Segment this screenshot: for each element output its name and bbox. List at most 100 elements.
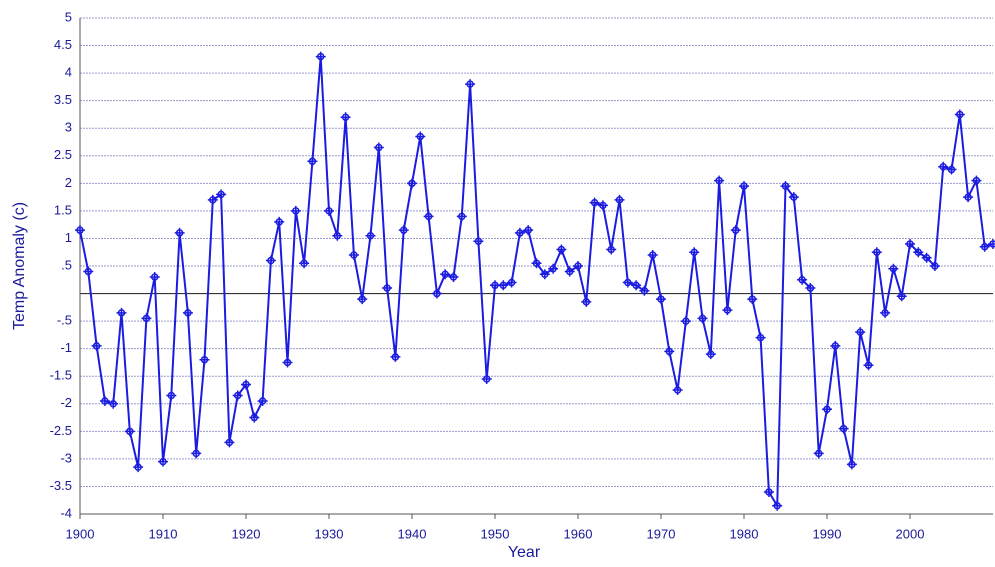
x-tick-label: 1930	[315, 526, 344, 541]
x-axis-label: Year	[508, 544, 541, 561]
data-marker	[324, 205, 334, 216]
data-marker	[365, 230, 376, 241]
data-marker	[473, 236, 484, 247]
data-marker	[946, 164, 957, 175]
data-marker	[423, 211, 434, 222]
y-tick-label: -3.5	[50, 478, 72, 493]
data-marker	[232, 390, 243, 401]
data-marker	[357, 294, 368, 305]
y-tick-label: -3	[60, 450, 72, 465]
data-marker	[241, 379, 251, 390]
x-tick-label: 1970	[647, 526, 676, 541]
data-marker	[838, 423, 849, 434]
data-marker	[440, 269, 451, 280]
data-marker	[697, 313, 708, 324]
data-marker	[448, 272, 459, 283]
data-marker	[863, 360, 874, 371]
data-marker	[714, 175, 725, 186]
data-marker	[979, 241, 990, 252]
data-marker	[755, 332, 766, 343]
data-marker	[896, 291, 907, 302]
y-tick-label: 3.5	[54, 92, 72, 107]
data-marker	[788, 192, 799, 203]
data-marker	[199, 354, 210, 365]
data-marker	[282, 357, 293, 368]
data-marker	[988, 238, 995, 249]
data-line	[79, 56, 994, 510]
data-marker	[722, 305, 733, 316]
data-marker	[855, 327, 866, 338]
data-marker	[141, 313, 152, 324]
data-marker	[664, 346, 675, 357]
data-marker	[971, 175, 982, 186]
y-tick-label: 2	[65, 175, 72, 190]
data-marker	[656, 294, 666, 305]
data-marker	[523, 225, 534, 236]
data-marker	[108, 398, 119, 409]
y-tick-label: 4	[65, 65, 72, 80]
data-marker	[456, 211, 467, 222]
y-tick-label: -2.5	[50, 423, 72, 438]
y-tick-label: -.5	[57, 313, 72, 328]
y-tick-label: .5	[61, 257, 72, 272]
y-tick-label: 2.5	[54, 147, 72, 162]
data-marker	[597, 200, 608, 211]
data-marker	[216, 189, 227, 200]
data-marker	[307, 156, 318, 167]
data-marker	[622, 277, 633, 288]
data-marker	[348, 249, 359, 260]
data-marker	[158, 456, 168, 467]
data-marker	[830, 340, 841, 351]
data-marker	[265, 255, 276, 266]
data-marker	[382, 283, 393, 294]
data-marker	[166, 390, 177, 401]
data-marker	[556, 244, 567, 255]
data-marker	[929, 261, 940, 271]
y-axis-label: Temp Anomaly (c)	[11, 202, 28, 330]
data-marker	[91, 340, 102, 351]
data-marker	[149, 272, 160, 283]
data-marker	[398, 225, 409, 236]
data-marker	[680, 316, 691, 327]
data-marker	[581, 296, 592, 307]
data-marker	[124, 426, 135, 437]
data-marker	[913, 247, 924, 258]
x-tick-label: 1940	[398, 526, 427, 541]
data-marker	[747, 294, 758, 305]
data-marker	[99, 396, 110, 407]
data-marker	[705, 349, 716, 360]
data-marker	[174, 227, 185, 238]
data-marker	[739, 181, 749, 192]
data-marker	[133, 462, 144, 473]
data-marker	[481, 373, 492, 384]
data-marker	[514, 227, 525, 238]
data-marker	[182, 307, 193, 318]
data-marker	[249, 412, 260, 423]
y-tick-label: -2	[60, 395, 72, 410]
data-marker	[564, 266, 575, 277]
x-tick-label: 1990	[813, 526, 842, 541]
data-marker	[589, 197, 600, 208]
data-marker	[813, 448, 824, 459]
data-marker	[938, 161, 949, 172]
y-tick-label: -1.5	[50, 368, 72, 383]
data-marker	[672, 385, 683, 395]
data-marker	[921, 252, 932, 263]
data-marker	[332, 230, 343, 241]
data-marker	[116, 307, 127, 318]
y-tick-label: -4	[60, 505, 72, 520]
data-marker	[797, 274, 808, 285]
data-marker	[905, 238, 915, 249]
data-marker	[191, 448, 202, 459]
data-marker	[548, 263, 559, 274]
x-tick-label: 1910	[149, 526, 178, 541]
data-marker	[390, 351, 401, 362]
x-tick-label: 1960	[564, 526, 593, 541]
data-marker	[465, 79, 476, 90]
data-marker	[75, 225, 85, 236]
data-marker	[373, 142, 384, 153]
data-marker	[954, 109, 965, 120]
data-marker	[730, 225, 741, 236]
data-marker	[415, 131, 426, 142]
data-marker	[257, 396, 268, 407]
